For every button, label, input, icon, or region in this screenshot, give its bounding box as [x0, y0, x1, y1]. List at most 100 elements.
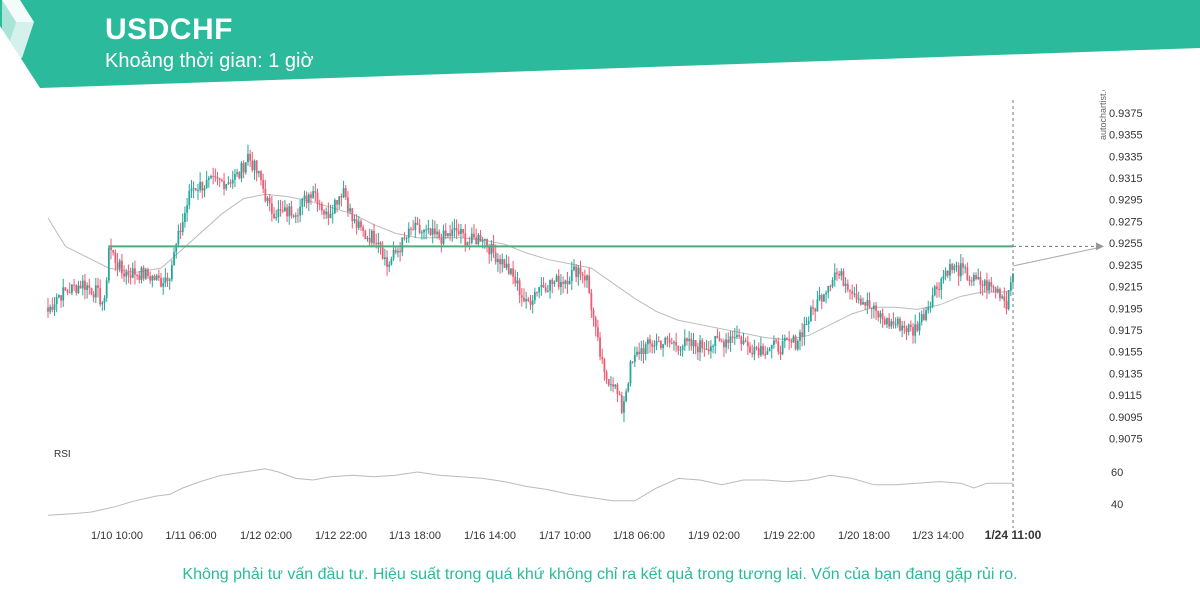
candle-body — [644, 344, 647, 355]
candle-body — [562, 281, 565, 284]
candle-body — [868, 300, 871, 308]
candle-body — [460, 229, 462, 234]
candle-body — [620, 395, 623, 413]
candle-body — [833, 272, 836, 280]
candle-body — [142, 267, 145, 279]
candle-body — [836, 272, 838, 274]
candle-body — [288, 206, 291, 217]
candle-body — [951, 264, 954, 270]
candle-body — [636, 351, 638, 355]
candle-body — [466, 242, 469, 246]
candle-body — [662, 344, 664, 349]
candle-body — [488, 245, 491, 255]
candle-body — [733, 337, 736, 339]
candle-body — [877, 310, 880, 318]
candle-body — [203, 188, 206, 191]
candle-body — [686, 338, 688, 342]
candle-body — [886, 318, 888, 325]
candle-body — [857, 298, 860, 300]
candle-body — [844, 283, 847, 286]
candle-body — [542, 284, 545, 288]
candle-body — [123, 273, 125, 277]
candle-body — [729, 336, 732, 343]
candle-body — [479, 235, 482, 242]
candle-body — [494, 252, 497, 263]
candle-body — [114, 252, 117, 263]
candle-body — [84, 280, 86, 290]
candle-body — [110, 247, 112, 250]
candle-body — [803, 324, 806, 337]
y-tick-label: 0.9155 — [1109, 347, 1143, 359]
candle-body — [229, 182, 232, 184]
candle-body — [97, 285, 99, 289]
candle-body — [188, 190, 191, 206]
candle-body — [501, 259, 504, 265]
candle-body — [931, 295, 934, 307]
candle-body — [377, 242, 380, 244]
candle-body — [688, 338, 691, 342]
candle-body — [888, 318, 891, 327]
candle-body — [683, 338, 686, 347]
candle-body — [242, 162, 245, 173]
candle-body — [903, 325, 906, 328]
candle-body — [157, 275, 160, 278]
candle-body — [764, 354, 767, 356]
candle-body — [492, 243, 495, 253]
candle-body — [483, 238, 486, 241]
candle-body — [838, 273, 841, 276]
candle-body — [983, 280, 986, 286]
candle-body — [738, 335, 741, 337]
candle-body — [744, 340, 747, 342]
candle-body — [677, 345, 680, 351]
candle-body — [692, 340, 695, 347]
candle-body — [73, 284, 75, 286]
candle-body — [51, 306, 54, 310]
candle-body — [277, 209, 280, 217]
candle-body — [783, 338, 786, 342]
candle-body — [618, 393, 621, 396]
candle-body — [516, 280, 519, 284]
candle-body — [212, 176, 215, 178]
candle-body — [412, 229, 415, 231]
candle-body — [362, 227, 365, 231]
candle-body — [883, 319, 886, 325]
y-tick-label: 0.9175 — [1109, 325, 1143, 337]
candle-body — [197, 190, 199, 192]
candle-body — [594, 317, 597, 328]
candle-body — [957, 265, 960, 277]
candle-body — [757, 348, 760, 356]
candle-body — [979, 277, 982, 285]
candle-body — [881, 313, 884, 320]
candle-body — [607, 379, 610, 386]
candle-body — [118, 260, 121, 269]
candle-body — [383, 257, 386, 259]
y-axis: 0.9375 0.9355 0.9335 0.9315 0.9295 0.9275 0.92… — [1109, 108, 1143, 446]
candle-body — [62, 287, 65, 301]
candle-body — [846, 283, 849, 290]
candle-body — [1009, 282, 1012, 291]
candle-body — [249, 153, 252, 161]
candle-body — [566, 280, 569, 285]
candle-body — [694, 340, 697, 347]
x-tick-label: 1/19 22:00 — [763, 530, 815, 542]
candle-body — [251, 160, 254, 171]
candle-body — [842, 271, 845, 286]
x-tick-label: 1/16 14:00 — [464, 530, 516, 542]
candle-body — [120, 260, 123, 274]
candle-body — [347, 197, 349, 212]
candle-body — [873, 305, 875, 310]
candle-body — [840, 271, 843, 276]
candle-body — [486, 238, 488, 246]
candle-body — [266, 197, 269, 202]
y-tick-label: 0.9115 — [1109, 390, 1142, 402]
candle-body — [823, 294, 825, 302]
rsi-tick-label: 60 — [1111, 467, 1123, 479]
candle-body — [299, 206, 302, 216]
candle-body — [49, 306, 52, 312]
candle-body — [651, 343, 654, 347]
candle-body — [349, 208, 352, 212]
candle-body — [716, 335, 719, 339]
y-tick-label: 0.9075 — [1109, 434, 1143, 446]
candle-body — [116, 262, 119, 269]
candle-body — [320, 204, 323, 211]
